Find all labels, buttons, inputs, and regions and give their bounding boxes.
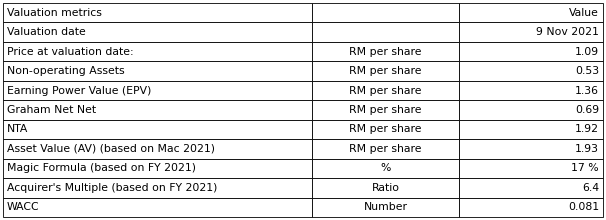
Bar [312,178,459,198]
Text: Non-operating Assets: Non-operating Assets [7,66,125,76]
Bar [459,198,603,217]
Text: RM per share: RM per share [349,125,422,134]
Text: Number: Number [364,202,407,212]
Text: 6.4: 6.4 [582,183,599,193]
Bar [3,81,312,100]
Bar [312,100,459,120]
Text: 1.36: 1.36 [575,86,599,95]
Bar [3,198,312,217]
Bar [312,139,459,159]
Text: 9 Nov 2021: 9 Nov 2021 [536,27,599,37]
Text: RM per share: RM per share [349,47,422,57]
Text: Acquirer's Multiple (based on FY 2021): Acquirer's Multiple (based on FY 2021) [7,183,218,193]
Bar [312,3,459,22]
Bar [459,42,603,61]
Bar [459,3,603,22]
Text: Asset Value (AV) (based on Mac 2021): Asset Value (AV) (based on Mac 2021) [7,144,215,154]
Text: 1.92: 1.92 [575,125,599,134]
Bar [3,159,312,178]
Bar [312,198,459,217]
Bar [459,22,603,42]
Text: NTA: NTA [7,125,28,134]
Text: RM per share: RM per share [349,86,422,95]
Bar [3,100,312,120]
Bar [312,61,459,81]
Text: RM per share: RM per share [349,144,422,154]
Text: %: % [381,163,391,173]
Text: Valuation date: Valuation date [7,27,86,37]
Bar [3,178,312,198]
Bar [459,100,603,120]
Bar [459,120,603,139]
Bar [3,120,312,139]
Text: RM per share: RM per share [349,105,422,115]
Text: 0.53: 0.53 [575,66,599,76]
Bar [459,81,603,100]
Text: 0.69: 0.69 [575,105,599,115]
Bar [459,61,603,81]
Bar [3,22,312,42]
Bar [312,42,459,61]
Text: Ratio: Ratio [371,183,399,193]
Text: Value: Value [569,8,599,18]
Text: 17 %: 17 % [571,163,599,173]
Text: Price at valuation date:: Price at valuation date: [7,47,134,57]
Bar [3,3,312,22]
Bar [312,159,459,178]
Text: WACC: WACC [7,202,39,212]
Bar [459,159,603,178]
Bar [3,42,312,61]
Text: 1.09: 1.09 [575,47,599,57]
Text: Earning Power Value (EPV): Earning Power Value (EPV) [7,86,151,95]
Text: 0.081: 0.081 [568,202,599,212]
Bar [312,81,459,100]
Bar [459,139,603,159]
Bar [3,61,312,81]
Text: Magic Formula (based on FY 2021): Magic Formula (based on FY 2021) [7,163,196,173]
Bar [3,139,312,159]
Bar [312,22,459,42]
Bar [459,178,603,198]
Text: Graham Net Net: Graham Net Net [7,105,96,115]
Text: 1.93: 1.93 [575,144,599,154]
Text: Valuation metrics: Valuation metrics [7,8,102,18]
Text: RM per share: RM per share [349,66,422,76]
Bar [312,120,459,139]
